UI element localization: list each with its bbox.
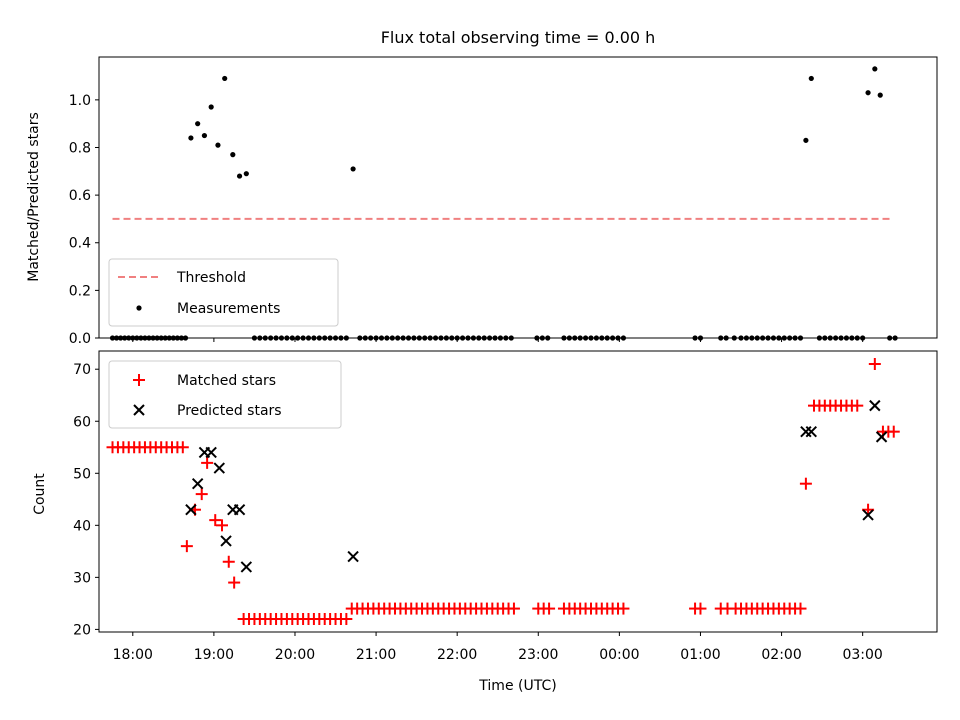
top-x-axis: [132, 338, 864, 342]
y-tick-label: 0.2: [69, 283, 91, 299]
y-tick-label: 60: [73, 414, 91, 430]
legend-predicted-label: Predicted stars: [177, 403, 282, 419]
matched-star-marker: [887, 425, 900, 438]
predicted-star-marker: [347, 550, 359, 563]
top-axes-frame: [98, 56, 938, 339]
matched-star-marker: [799, 477, 812, 490]
y-tick-label: 0.0: [69, 331, 91, 347]
x-tick-label: 01:00: [680, 647, 720, 663]
matched-star-marker: [228, 576, 241, 589]
x-tick-label: 00:00: [599, 647, 639, 663]
x-tick-label: 02:00: [761, 647, 801, 663]
matched-star-marker: [694, 602, 707, 615]
x-tick-label: 21:00: [356, 647, 396, 663]
measurement-point: [803, 137, 809, 143]
predicted-star-marker: [185, 504, 197, 516]
legend-predicted-swatch: [133, 404, 145, 416]
matched-star-marker: [176, 441, 189, 454]
top-y-axis: 0.0 0.2 0.4 0.6 0.8 1.0: [69, 93, 99, 347]
y-tick-label: 20: [73, 622, 91, 638]
bottom-panel: 20 30 40 50 60 70 18:00 19:00 20:00 21:00 22:00 23…: [32, 350, 938, 694]
measurement-point: [865, 90, 871, 96]
top-y-axis-label: Matched/Predicted stars: [26, 112, 42, 282]
matched-star-marker: [543, 602, 556, 615]
bottom-y-axis-label: Count: [32, 473, 48, 515]
y-tick-label: 0.4: [69, 236, 91, 252]
bottom-y-axis: 20 30 40 50 60 70: [73, 362, 99, 638]
matched-star-marker: [794, 602, 807, 615]
y-tick-label: 40: [73, 518, 91, 534]
predicted-star-marker: [233, 504, 246, 516]
matched-star-marker: [201, 456, 214, 469]
measurement-point: [215, 142, 221, 148]
y-tick-label: 0.6: [69, 188, 91, 204]
top-panel: 0.0 0.2 0.4 0.6 0.8 1.0 Matched/Predicted sta…: [26, 56, 938, 347]
bottom-legend: Matched stars Predicted stars: [108, 360, 342, 429]
predicted-star-marker: [869, 399, 881, 412]
y-tick-label: 30: [73, 570, 91, 586]
matched-star-marker: [340, 612, 353, 625]
measurement-point: [222, 75, 228, 82]
x-tick-label: 20:00: [275, 647, 315, 663]
measurement-point: [230, 152, 236, 158]
predicted-star-marker: [191, 477, 204, 490]
chart-title: Flux total observing time = 0.00 h: [381, 28, 656, 47]
measurement-point: [877, 92, 883, 98]
measurement-point: [208, 104, 214, 110]
matched-star-marker: [222, 555, 235, 568]
legend-matched-label: Matched stars: [177, 373, 276, 389]
bottom-x-axis-label: Time (UTC): [478, 678, 556, 694]
x-tick-label: 23:00: [518, 647, 558, 663]
predicted-star-marker: [213, 462, 226, 474]
predicted-star-marker: [800, 425, 812, 438]
matched-star-marker: [868, 358, 881, 371]
matched-star-marker: [617, 602, 630, 615]
matched-star-marker: [209, 514, 222, 527]
y-tick-label: 70: [73, 362, 91, 378]
measurement-point: [201, 132, 208, 139]
measurement-point: [350, 166, 356, 172]
legend-threshold-label: Threshold: [176, 270, 246, 286]
legend-measurements-label: Measurements: [177, 301, 280, 317]
matched-star-marker: [195, 488, 208, 501]
y-tick-label: 50: [73, 466, 91, 482]
predicted-star-marker: [220, 535, 232, 547]
bottom-axes-frame: [98, 350, 938, 633]
predicted-star-marker: [862, 509, 874, 521]
predicted-star-marker: [240, 561, 253, 573]
measurement-point: [808, 75, 814, 82]
x-tick-label: 18:00: [113, 647, 153, 663]
predicted-star-marker: [875, 431, 888, 443]
measurement-point: [188, 135, 194, 141]
y-tick-label: 0.8: [69, 140, 91, 156]
bottom-legend-box: [108, 360, 342, 429]
x-tick-label: 19:00: [194, 647, 234, 663]
legend-measurements-swatch: [136, 305, 142, 311]
measurement-point: [243, 171, 249, 177]
matched-star-marker: [215, 519, 228, 532]
top-legend: Threshold Measurements: [108, 258, 339, 327]
top-measurement-points: [109, 66, 898, 341]
bottom-count-points: [106, 358, 900, 625]
measurement-point: [872, 66, 878, 72]
matched-star-marker: [180, 540, 193, 553]
x-tick-label: 03:00: [842, 647, 882, 663]
matched-star-marker: [851, 399, 864, 412]
bottom-x-axis: 18:00 19:00 20:00 21:00 22:00 23:00 00:00 01:00…: [113, 632, 883, 663]
predicted-star-marker: [805, 425, 818, 438]
y-tick-label: 1.0: [69, 93, 91, 109]
top-legend-box: [108, 258, 339, 327]
x-tick-label: 22:00: [437, 647, 477, 663]
matched-star-marker: [507, 602, 520, 615]
predicted-star-marker: [205, 446, 217, 459]
measurement-point: [236, 173, 243, 179]
legend-matched-swatch: [133, 374, 145, 386]
measurement-point: [195, 121, 201, 127]
